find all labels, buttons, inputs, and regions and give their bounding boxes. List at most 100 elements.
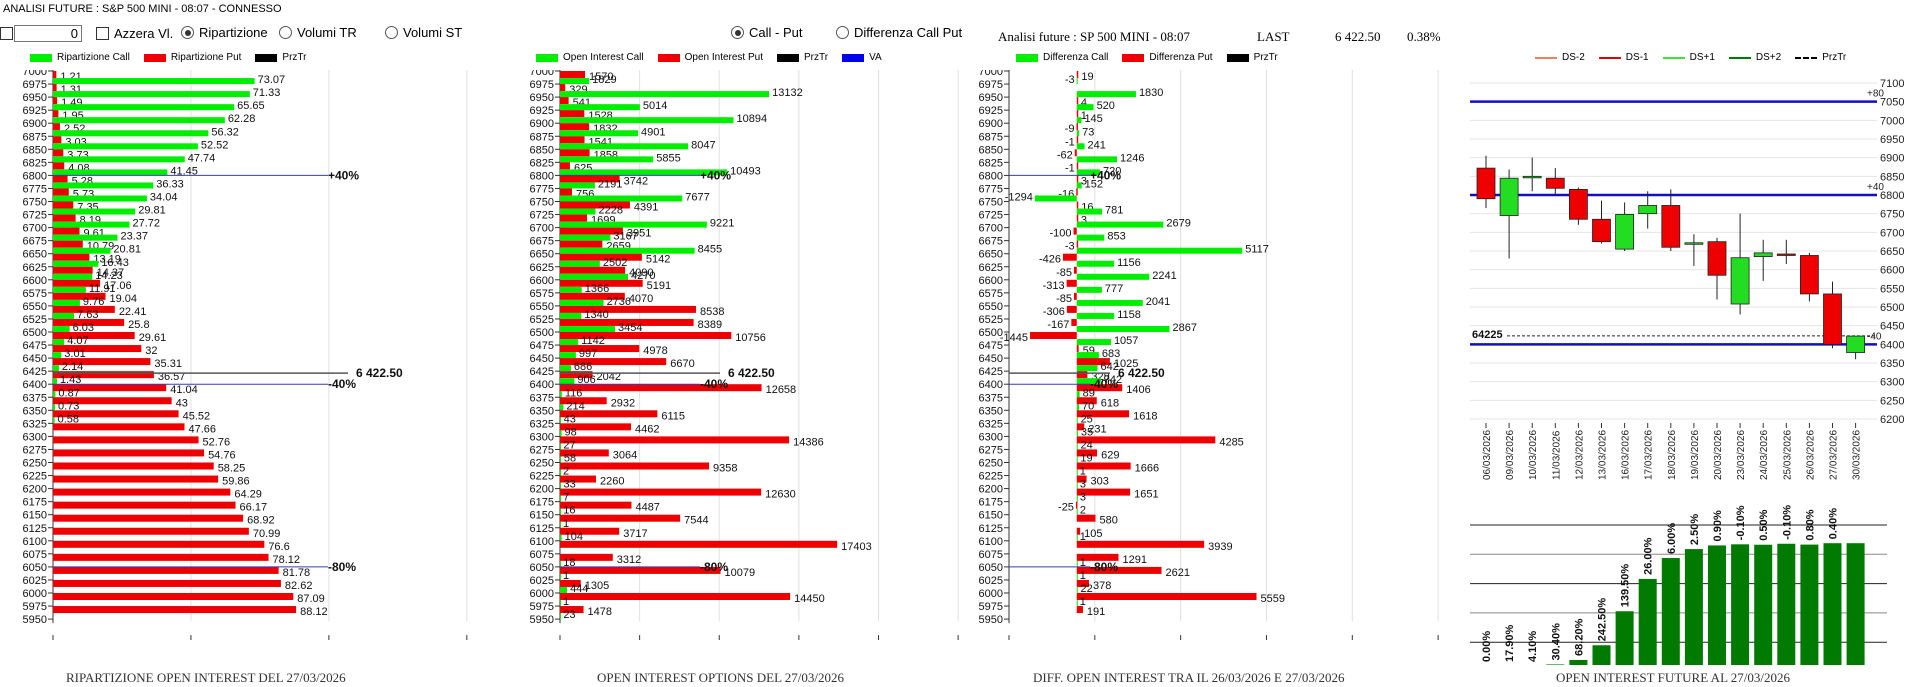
mode-radio-volumi-st[interactable]: Volumi ST	[385, 25, 462, 40]
bar-call-label: 73.07	[258, 74, 286, 86]
y-tick-label: 6125	[23, 523, 47, 535]
y-tick-label: 6275	[23, 444, 47, 456]
bar-call-label: 4901	[641, 126, 665, 138]
bar-call	[1076, 143, 1085, 150]
bar-put	[53, 423, 185, 431]
bar-call-label: 1156	[1117, 257, 1141, 269]
bar-call-label: 47.74	[188, 152, 216, 164]
legend-swatch-prz	[1226, 53, 1249, 62]
bar-put-label: 1666	[1135, 463, 1159, 475]
bar-put-label: 52.76	[203, 436, 231, 448]
y-tick-label: 6350	[979, 405, 1003, 417]
y-tick-label: 5950	[530, 614, 554, 626]
y-tick-label: 6450	[23, 353, 47, 365]
bar-call-label: 2	[563, 466, 569, 478]
bar-put	[560, 305, 696, 313]
bar-call-label: 20.81	[113, 244, 141, 256]
bar-call	[560, 339, 579, 346]
price-line-label: 6 422.50	[1118, 366, 1165, 380]
bar-put-label: 105	[1084, 528, 1102, 540]
radio-icon	[385, 26, 398, 39]
bar-put-label: 54.76	[208, 449, 236, 461]
number-input[interactable]: 0	[14, 25, 82, 42]
bar-call	[560, 169, 728, 176]
bar-put-label: 3742	[624, 175, 648, 187]
bar-call	[560, 130, 639, 137]
y-tick-label: 6500	[1880, 302, 1904, 314]
y-tick-label: 6700	[979, 223, 1003, 235]
bar-call	[1076, 78, 1078, 85]
bar-call-label: 1	[563, 518, 569, 530]
y-tick-label: 6800	[1880, 190, 1904, 202]
y-tick-label: 6350	[23, 405, 47, 417]
bar-call-label: -3	[1065, 74, 1075, 86]
bar-put	[560, 162, 570, 170]
bar-put-label: 10079	[725, 567, 756, 579]
bar	[1754, 544, 1773, 665]
bar-call-label: 34.04	[150, 192, 178, 204]
legend-swatch-prz	[777, 53, 799, 62]
chart-candlestick: 6200 6250 6300 6350 6400 6450 6500 6550 6600 6650…	[1470, 78, 1904, 480]
bar-call-label: 4.07	[67, 335, 88, 347]
reset-label: Azzera Vl.	[114, 26, 174, 41]
y-tick-label: 6550	[1880, 283, 1904, 295]
radio-label: Ripartizione	[199, 25, 268, 40]
bar-put	[560, 384, 762, 392]
level-label: +40	[1867, 182, 1884, 193]
bar-put-label: 41.04	[170, 384, 198, 396]
bar-put	[53, 462, 214, 470]
legend-label: DS-1	[1625, 52, 1649, 63]
bar-put-label: 22.41	[119, 306, 147, 318]
mode-radio-ripartizione[interactable]: Ripartizione	[181, 25, 268, 40]
radio-icon	[836, 26, 849, 39]
bar-call-label: 2867	[1172, 322, 1196, 334]
y-tick-label: 6825	[23, 157, 47, 169]
y-tick-label: 6500	[23, 327, 47, 339]
bar-put	[1066, 305, 1077, 313]
bar-call-label: 11.91	[89, 283, 116, 295]
bar-put	[53, 553, 269, 561]
bar-call-label: 0.87	[58, 387, 79, 399]
y-tick-label: 6700	[23, 223, 47, 235]
y-tick-label: 6475	[979, 340, 1003, 352]
bar-call-label: 1	[1080, 570, 1086, 582]
bar-put	[1076, 475, 1087, 483]
bar-put	[1076, 371, 1088, 379]
bar-put-label: -426	[1039, 254, 1061, 266]
bar-call	[1034, 195, 1077, 202]
legend-label: Ripartizione Call	[57, 52, 130, 63]
va-line-label: +40%	[328, 168, 359, 182]
view-radio-differenza[interactable]: Differenza Call Put	[836, 25, 962, 40]
bar-call	[560, 600, 561, 607]
bar-call	[53, 312, 75, 319]
bar-call-label: 1	[1080, 557, 1086, 569]
view-radio-call-put[interactable]: Call - Put	[731, 25, 802, 40]
bar-call	[1076, 352, 1099, 359]
mode-radio-volumi-tr[interactable]: Volumi TR	[279, 25, 357, 40]
bar-put	[560, 579, 581, 587]
bar-put-label: -100	[1049, 228, 1071, 240]
y-tick-label: 6650	[1880, 246, 1904, 258]
left-checkbox[interactable]	[0, 27, 13, 40]
x-tick-label: 24/03/2026	[1759, 430, 1770, 480]
bar-call-label: 56.32	[211, 126, 239, 138]
bar-call-label: 58	[564, 453, 576, 465]
bar-put	[1076, 449, 1098, 457]
candle-body	[1661, 205, 1681, 248]
bar-put	[53, 279, 101, 287]
bar-call-label: 1057	[1114, 335, 1138, 347]
bar-put-label: 76.6	[268, 541, 289, 553]
bar-call-label: 23	[563, 609, 575, 621]
bar-put	[560, 71, 586, 78]
bar-call-label: 1	[1080, 596, 1086, 608]
y-tick-label: 6600	[530, 275, 554, 287]
bar-label: 17.90%	[1504, 624, 1516, 662]
x-tick-label: 12/03/2026	[1574, 430, 1585, 480]
y-tick-label: 6250	[23, 458, 47, 470]
bar-call	[1076, 260, 1115, 267]
bar-put	[1076, 593, 1257, 600]
y-tick-label: 6550	[530, 301, 554, 313]
reset-checkbox[interactable]	[96, 27, 109, 40]
bar-put	[1074, 292, 1077, 300]
bar-put-label: 8538	[700, 306, 724, 318]
